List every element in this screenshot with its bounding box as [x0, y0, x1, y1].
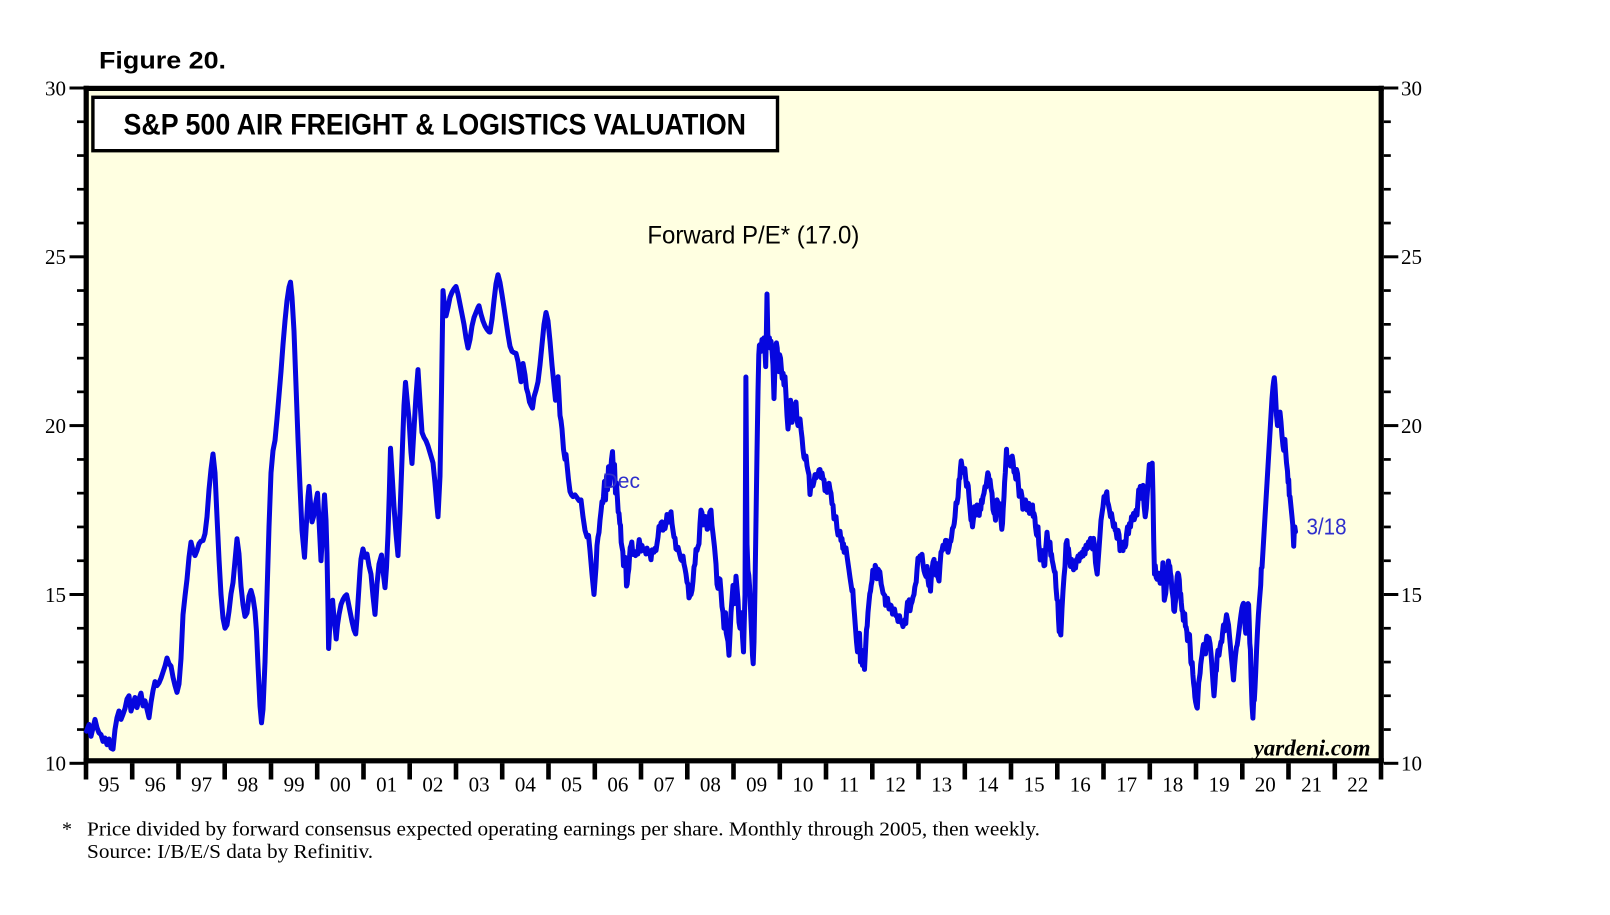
svg-text:25: 25	[45, 245, 66, 269]
svg-text:07: 07	[654, 773, 675, 797]
svg-text:06: 06	[607, 773, 628, 797]
svg-text:Price divided by forward conse: Price divided by forward consensus expec…	[87, 818, 1040, 840]
svg-text:10: 10	[1401, 752, 1422, 776]
svg-text:20: 20	[1401, 414, 1422, 438]
svg-text:21: 21	[1301, 773, 1322, 797]
svg-text:20: 20	[45, 414, 66, 438]
svg-text:97: 97	[191, 773, 212, 797]
svg-text:15: 15	[1024, 773, 1045, 797]
svg-text:05: 05	[561, 773, 582, 797]
svg-text:96: 96	[145, 773, 166, 797]
svg-text:12: 12	[885, 773, 906, 797]
svg-text:02: 02	[422, 773, 443, 797]
svg-text:3/18: 3/18	[1307, 514, 1347, 540]
svg-text:Forward P/E* (17.0): Forward P/E* (17.0)	[647, 222, 859, 250]
svg-text:25: 25	[1401, 245, 1422, 269]
svg-text:09: 09	[746, 773, 767, 797]
svg-text:15: 15	[1401, 583, 1422, 607]
svg-text:14: 14	[977, 773, 999, 797]
svg-text:99: 99	[284, 773, 305, 797]
svg-text:16: 16	[1070, 773, 1091, 797]
svg-text:04: 04	[515, 773, 537, 797]
svg-text:22: 22	[1347, 773, 1368, 797]
svg-text:10: 10	[792, 773, 813, 797]
svg-text:20: 20	[1255, 773, 1276, 797]
svg-text:95: 95	[99, 773, 120, 797]
svg-text:30: 30	[1401, 76, 1422, 100]
svg-text:17: 17	[1116, 773, 1137, 797]
svg-text:*: *	[62, 818, 72, 840]
svg-text:19: 19	[1209, 773, 1230, 797]
svg-text:Source: I/B/E/S data by Refini: Source: I/B/E/S data by Refinitiv.	[87, 841, 373, 863]
svg-text:01: 01	[376, 773, 397, 797]
svg-text:S&P 500 AIR FREIGHT & LOGISTIC: S&P 500 AIR FREIGHT & LOGISTICS VALUATIO…	[124, 109, 747, 142]
svg-text:15: 15	[45, 583, 66, 607]
svg-text:10: 10	[45, 752, 66, 776]
svg-text:Figure 20.: Figure 20.	[99, 48, 226, 75]
svg-text:yardeni.com: yardeni.com	[1251, 736, 1371, 761]
svg-text:03: 03	[469, 773, 490, 797]
svg-text:08: 08	[700, 773, 721, 797]
svg-text:11: 11	[839, 773, 859, 797]
svg-text:18: 18	[1162, 773, 1183, 797]
svg-text:13: 13	[931, 773, 952, 797]
svg-text:00: 00	[330, 773, 351, 797]
svg-text:30: 30	[45, 76, 66, 100]
svg-text:98: 98	[237, 773, 258, 797]
svg-text:Dec: Dec	[603, 470, 640, 493]
